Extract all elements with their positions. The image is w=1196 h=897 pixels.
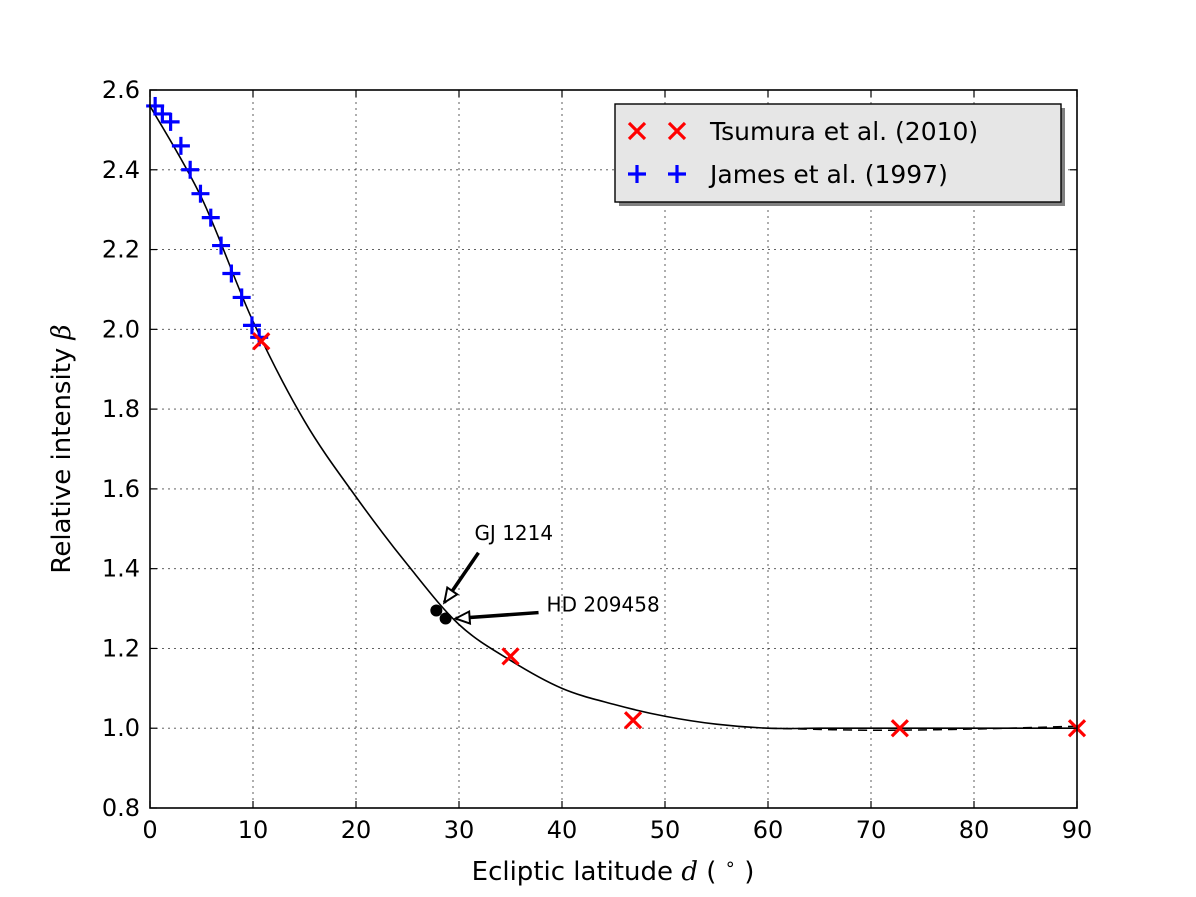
x-axis-label-degree: ∘ (725, 854, 736, 875)
data-point-james (201, 208, 220, 227)
legend-entry-label: Tsumura et al. (2010) (709, 117, 978, 146)
data-point-tsumura (623, 711, 643, 730)
x-tick-label: 80 (959, 816, 990, 844)
x-axis-label-text: Ecliptic latitude (472, 857, 673, 887)
curves (149, 105, 1078, 731)
y-tick-label: 1.2 (102, 634, 140, 662)
y-tick-label: 1.6 (102, 475, 140, 503)
data-point-tsumura (890, 719, 909, 738)
y-axis-label-text: Relative intensity (47, 348, 77, 574)
legend-box (614, 103, 1062, 203)
data-point-james (191, 184, 210, 203)
y-tick-label: 2.2 (102, 236, 140, 264)
legend-marker (668, 165, 686, 183)
x-tick-label: 30 (444, 816, 475, 844)
data-point-tsumura (501, 647, 520, 666)
x-axis-label-symbol: d (681, 857, 698, 887)
plot-area (150, 90, 1077, 808)
series-markers (146, 96, 1087, 738)
x-tick-label: 50 (650, 816, 681, 844)
annotation-dot (439, 612, 452, 625)
annotations: GJ 1214 HD 209458 (430, 521, 660, 625)
x-tick-label: 20 (341, 816, 372, 844)
data-point-james (181, 160, 200, 179)
y-tick-label: 1.8 (102, 395, 140, 423)
data-point-james (232, 288, 251, 307)
plot-frame (149, 89, 1078, 809)
x-axis-label-paren-open: ( (706, 857, 716, 887)
x-tick-label: 40 (547, 816, 578, 844)
y-axis-label: Relative intensity β (47, 324, 77, 573)
x-tick-label: 90 (1062, 816, 1093, 844)
x-axis-label-paren-close: ) (744, 857, 754, 887)
y-tick-label: 0.8 (102, 794, 140, 822)
annotation-arrow-head (442, 585, 460, 605)
x-axis-label: Ecliptic latitude d ( ∘ ) (472, 854, 755, 888)
data-point-james (171, 136, 190, 155)
x-tick-label: 0 (142, 816, 157, 844)
y-tick-label: 2.0 (102, 315, 140, 343)
data-point-tsumura (252, 332, 271, 351)
legend-entry-label: James et al. (1997) (708, 160, 948, 189)
data-point-james (242, 316, 261, 335)
fit-curve (149, 105, 1077, 730)
x-tick-label: 10 (238, 816, 269, 844)
y-tick-label: 1.4 (102, 555, 140, 583)
x-tick-label: 70 (856, 816, 887, 844)
data-point-james (212, 236, 231, 255)
legend: Tsumura et al. (2010) James et al. (1997) (614, 103, 1065, 206)
y-tick-label: 2.6 (102, 76, 140, 104)
annotation-label: HD 209458 (547, 593, 660, 617)
ticks: 0 10 20 30 40 50 60 70 80 90 0.8 1.0 1.2 1.4 1.6 1.8 2.0… (102, 76, 1092, 844)
data-point-james (153, 104, 172, 123)
y-tick-label: 2.4 (102, 156, 140, 184)
annotation-label: GJ 1214 (474, 521, 553, 545)
annotation-arrow-head (453, 609, 472, 625)
x-tick-label: 60 (753, 816, 784, 844)
legend-marker (627, 121, 647, 141)
legend-marker (628, 165, 646, 183)
data-point-james (161, 112, 180, 131)
y-tick-label: 1.0 (102, 714, 140, 742)
data-point-james (222, 264, 241, 283)
annotation-dot (430, 604, 443, 617)
legend-marker (667, 121, 687, 141)
y-axis-label-symbol: β (47, 324, 77, 340)
grid (150, 90, 1077, 808)
